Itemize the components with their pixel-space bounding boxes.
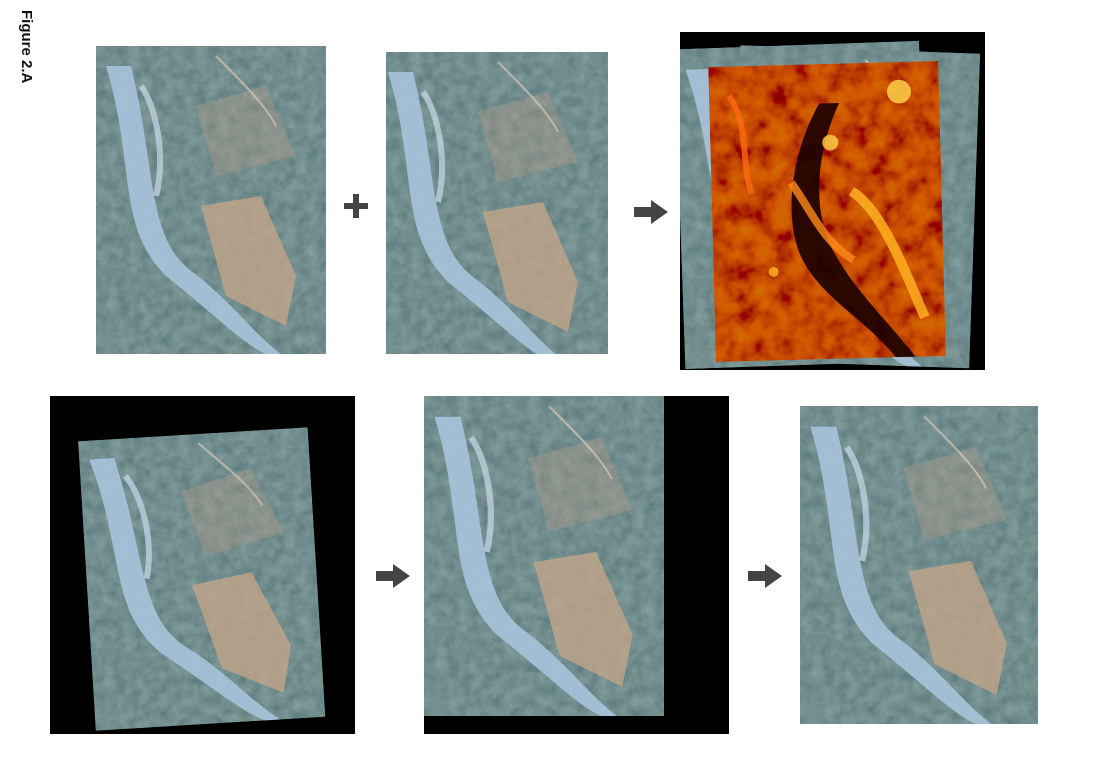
registered-image-panel: [424, 396, 729, 734]
arrow-right-icon: [376, 564, 410, 593]
arrow-right-icon: [748, 564, 782, 593]
correlation-overlay-panel: [680, 32, 985, 370]
plus-icon: [343, 193, 369, 224]
rotated-image-panel: [50, 396, 355, 734]
input-image-right: [386, 46, 616, 354]
input-image-left: [96, 46, 326, 354]
arrow-right-icon: [634, 200, 668, 229]
figure-label: Figure 2.A: [18, 10, 35, 84]
cropped-output-image: [800, 406, 1038, 724]
